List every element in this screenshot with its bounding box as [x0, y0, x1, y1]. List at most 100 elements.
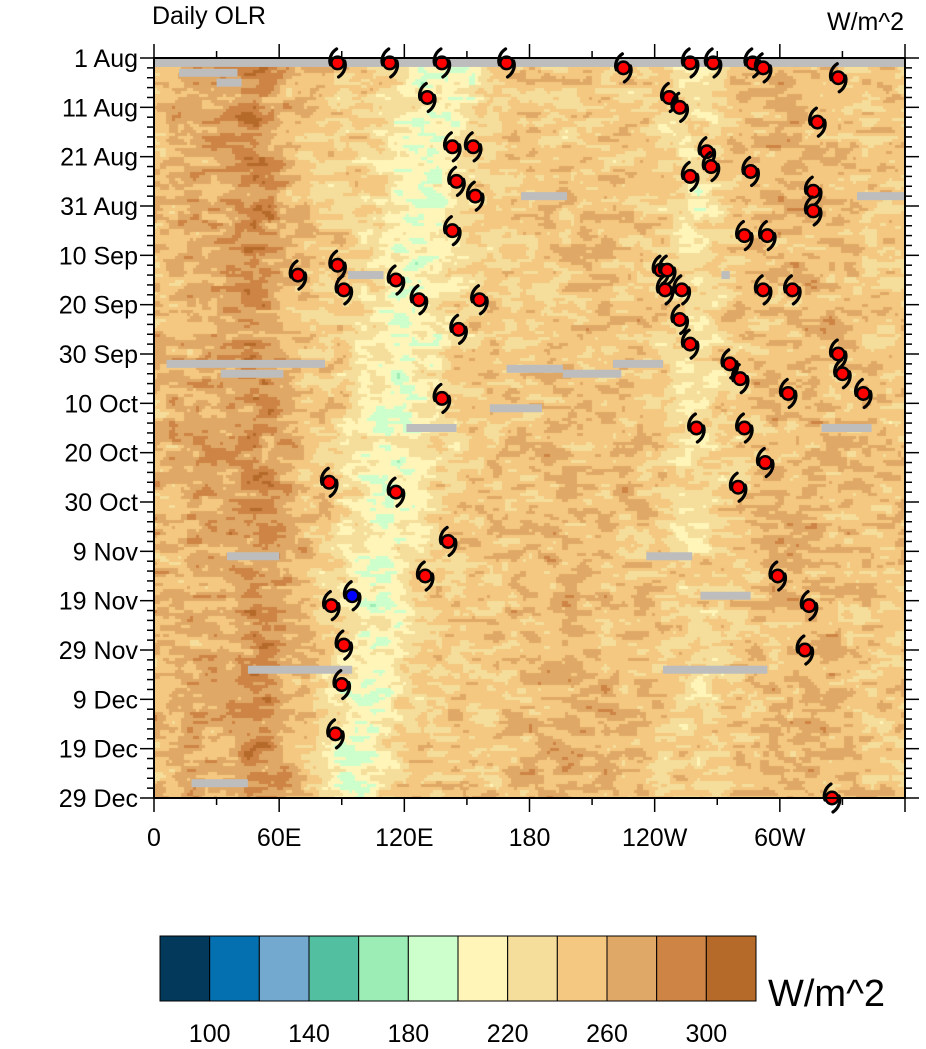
tropical-cyclone-icon — [470, 284, 489, 316]
missing-data-segment — [721, 271, 730, 280]
x-tick-label: 120E — [375, 824, 433, 852]
cyclone-marker — [436, 393, 447, 404]
tropical-cyclone-icon — [657, 254, 677, 286]
cyclone-marker — [336, 679, 347, 690]
chart-title: Daily OLR — [152, 2, 266, 30]
cyclone-marker — [705, 161, 716, 172]
tropical-cyclone-icon — [670, 303, 690, 336]
cyclone-marker — [662, 265, 673, 276]
missing-data-segment — [179, 68, 238, 77]
cyclone-marker — [413, 294, 424, 305]
tropical-cyclone-icon — [432, 47, 452, 79]
tropical-cyclone-icon — [853, 377, 873, 410]
missing-data-segment — [220, 369, 284, 378]
tropical-cyclone-icon — [417, 81, 437, 114]
tropical-cyclone-icon — [755, 446, 775, 479]
cyclone-marker — [332, 57, 343, 68]
cyclone-marker — [833, 349, 844, 359]
colorbar-swatch — [358, 935, 409, 1002]
y-tick-label: 20 Oct — [64, 440, 138, 468]
y-tick-label: 11 Aug — [62, 94, 138, 122]
cyclone-marker — [326, 600, 337, 611]
tropical-cyclone-icon — [701, 150, 721, 183]
tropical-cyclone-icon — [380, 47, 400, 79]
tropical-cyclone-icon — [432, 382, 452, 414]
cyclone-marker — [474, 294, 485, 305]
tropical-cyclone-icon — [828, 62, 848, 94]
cyclone-marker — [837, 368, 848, 379]
y-tick-label: 9 Dec — [73, 686, 138, 714]
x-tick-label: 60W — [754, 824, 806, 852]
y-tick-label: 31 Aug — [60, 193, 138, 221]
cyclone-marker — [443, 536, 454, 547]
tropical-cyclone-icon — [833, 358, 852, 390]
x-tick-label: 180 — [509, 824, 551, 852]
colorbar-swatch — [606, 935, 658, 1002]
y-tick-label: 9 Nov — [73, 538, 139, 566]
tropical-cyclone-icon — [449, 313, 468, 345]
cyclone-marker — [739, 423, 750, 433]
missing-data-segment — [857, 192, 905, 201]
cyclone-marker — [691, 423, 702, 433]
cyclone-marker — [685, 171, 696, 182]
tropical-cyclone-icon — [655, 274, 675, 306]
colorbar-tick-label: 220 — [487, 1020, 529, 1048]
tropical-cyclone-icon — [288, 259, 308, 291]
cyclone-marker — [468, 141, 479, 152]
tropical-cyclone-icon — [447, 165, 466, 197]
axis-ticks — [140, 44, 919, 812]
tropical-cyclone-icon — [386, 264, 406, 296]
tropical-cyclone-icon — [735, 220, 754, 252]
cyclone-marker — [799, 645, 810, 655]
colorbar-swatch — [308, 935, 360, 1002]
tropical-cyclone-icon — [386, 476, 406, 508]
cyclone-marker — [338, 284, 349, 295]
missing-data-segment — [216, 78, 242, 87]
tropical-cyclone-icon — [680, 328, 700, 360]
cyclone-marker — [808, 205, 819, 216]
colorbar-tick-label: 300 — [685, 1020, 727, 1048]
cyclone-marker — [772, 571, 783, 581]
tropical-cyclone-icon — [741, 155, 760, 188]
x-tick-label: 0 — [147, 824, 161, 852]
missing-data-segment — [562, 369, 622, 378]
tropical-cyclone-icon — [328, 249, 347, 281]
tropical-cyclone-icon — [409, 284, 429, 316]
cyclone-marker — [330, 728, 341, 739]
y-tick-label: 21 Aug — [60, 144, 138, 172]
cyclone-marker — [436, 57, 447, 68]
y-tick-label: 29 Dec — [59, 785, 138, 813]
y-tick-label: 19 Nov — [59, 588, 139, 616]
cyclone-marker — [324, 477, 335, 488]
colorbar-swatch — [705, 935, 757, 1002]
cyclone-marker — [812, 117, 823, 128]
y-tick-label: 1 Aug — [74, 45, 138, 73]
missing-data-segment — [700, 591, 751, 600]
tropical-cyclone-icon — [670, 91, 690, 123]
cyclone-marker — [739, 230, 750, 241]
cyclone-marker — [735, 373, 746, 384]
missing-data-segment — [166, 359, 326, 368]
cyclone-marker — [758, 284, 769, 295]
cyclone-marker — [808, 186, 819, 197]
missing-data-segment — [154, 58, 905, 67]
tropical-cyclone-icon — [321, 589, 341, 622]
cyclone-marker — [724, 358, 735, 369]
tropical-cyclone-icon — [795, 634, 815, 666]
colorbar-swatch — [209, 935, 260, 1002]
colorbar-tick-label: 260 — [586, 1020, 628, 1048]
tropical-cyclone-icon — [703, 47, 723, 79]
cyclone-marker — [347, 590, 358, 601]
units-label: W/m^2 — [827, 8, 904, 36]
tropical-cyclone-icon — [757, 220, 777, 252]
cyclone-marker — [470, 191, 481, 202]
missing-data-segment — [821, 424, 872, 432]
cyclone-marker — [783, 388, 794, 399]
missing-data-segment — [506, 364, 563, 373]
tropical-cyclone-icon — [672, 274, 692, 306]
tropical-cyclone-icon — [783, 274, 802, 306]
cyclone-marker — [674, 102, 685, 113]
cyclone-marker — [338, 640, 349, 651]
tropical-cyclone-icon — [334, 629, 354, 661]
